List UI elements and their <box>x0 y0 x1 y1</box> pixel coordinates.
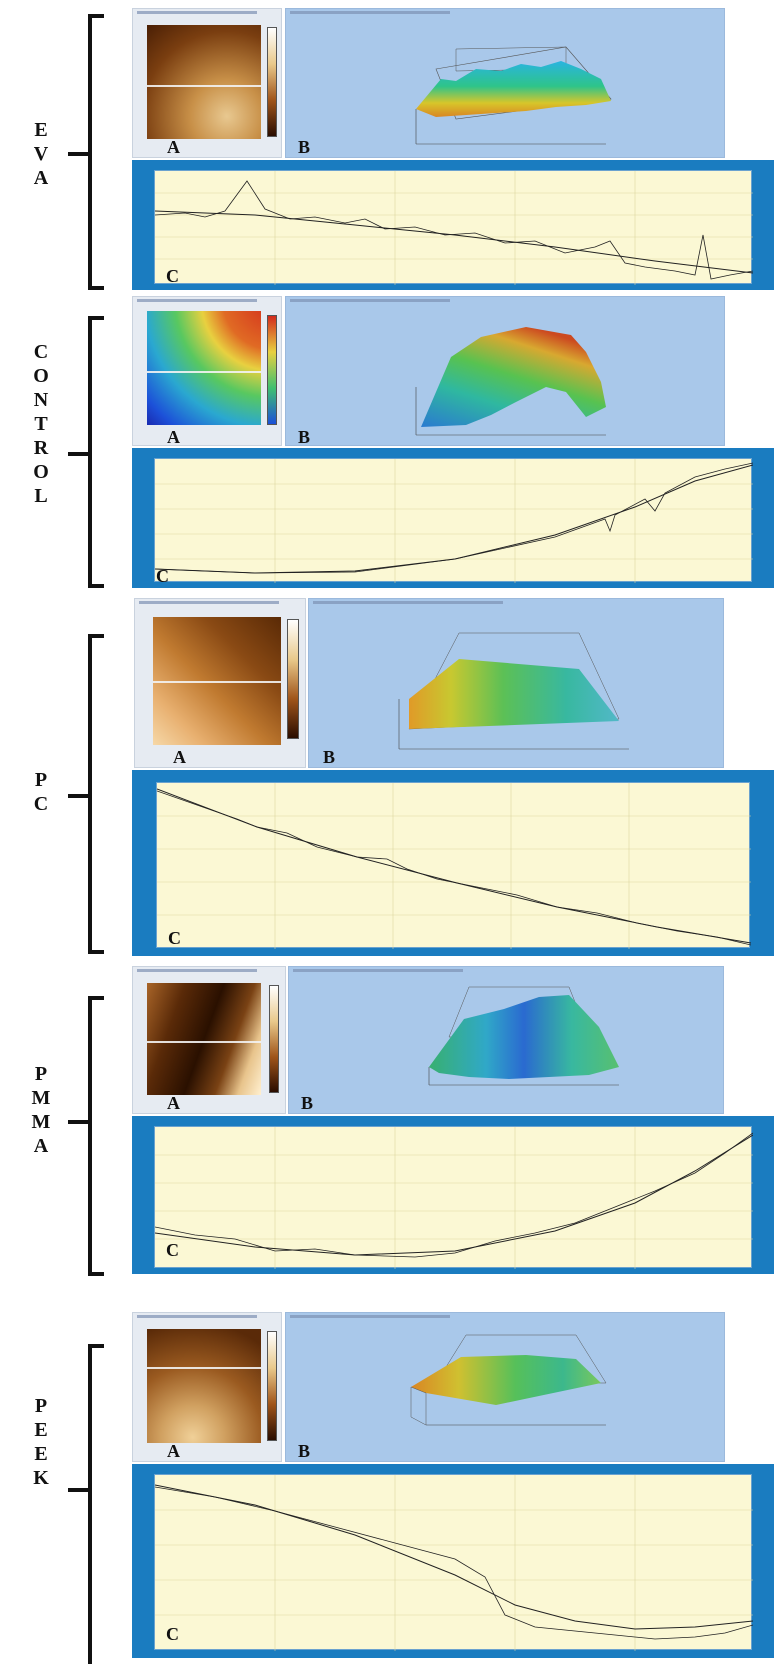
panel-letter-a: A <box>173 747 186 767</box>
afm-image <box>147 311 261 425</box>
panel-letter-b: B <box>298 427 311 447</box>
bracket-tick <box>68 152 90 156</box>
panel-letter-a: A <box>167 137 180 157</box>
color-scale-bar <box>267 27 277 137</box>
panel-letter-a: A <box>167 427 180 447</box>
panel-letter-a: A <box>167 1093 180 1113</box>
panel-letter-c: C <box>156 566 169 586</box>
surface-3d-plot <box>398 632 629 750</box>
afm-image <box>153 617 281 745</box>
afm-image <box>147 25 261 139</box>
panel-letter-c: C <box>168 928 181 948</box>
panel-letter-c: C <box>166 1240 179 1260</box>
profile-fit-line <box>155 210 753 274</box>
panel-letter-c: C <box>166 1624 179 1644</box>
panel-b-3d-surface: B <box>285 1312 725 1462</box>
panel-letter-b: B <box>323 747 336 767</box>
profile-data-line <box>155 462 753 574</box>
profile-data-line <box>155 1486 753 1640</box>
bracket <box>88 996 104 1276</box>
panel-c-line-profile: C <box>132 160 774 290</box>
bracket <box>88 1344 104 1664</box>
color-scale-bar <box>267 315 277 425</box>
panel-a-height-map: A <box>132 1312 282 1462</box>
color-scale-bar <box>267 1331 277 1441</box>
bracket-tick <box>68 1120 90 1124</box>
profile-fit-line <box>155 1134 753 1256</box>
panel-c-line-profile: C <box>132 1464 774 1658</box>
surface-3d-plot <box>415 327 606 436</box>
profile-data-line <box>157 790 751 946</box>
profile-data-line <box>155 180 753 280</box>
panel-c-line-profile: C <box>132 770 774 956</box>
panel-letter-b: B <box>301 1093 314 1113</box>
panel-a-height-map: A <box>132 296 282 447</box>
panel-b-3d-surface: B <box>288 966 724 1114</box>
profile-data-line <box>155 1132 753 1258</box>
surface-3d-plot <box>410 1334 607 1426</box>
afm-image <box>147 983 261 1095</box>
panel-a-height-map: A <box>132 966 286 1114</box>
profile-plot <box>155 1475 753 1651</box>
surface-3d-plot <box>428 986 619 1086</box>
panel-letter-b: B <box>298 1441 311 1461</box>
panel-c-line-profile: C <box>132 1116 774 1274</box>
panel-c-line-profile: C <box>132 448 774 588</box>
panel-a-height-map: A <box>132 8 282 158</box>
profile-plot <box>157 783 751 949</box>
afm-image <box>147 1329 261 1443</box>
color-scale-bar <box>269 985 279 1093</box>
bracket <box>88 634 104 954</box>
panel-letter-c: C <box>166 266 179 286</box>
bracket <box>88 316 104 588</box>
surface-3d-plot <box>415 46 612 145</box>
panel-b-3d-surface: B <box>308 598 724 768</box>
bracket-tick <box>68 1488 90 1492</box>
bracket-tick <box>68 452 90 456</box>
profile-plot <box>155 171 753 285</box>
color-scale-bar <box>287 619 299 739</box>
profile-plot <box>155 459 753 583</box>
profile-fit-line <box>157 788 751 944</box>
profile-fit-line <box>155 464 753 574</box>
panel-b-3d-surface: B <box>285 8 725 158</box>
panel-b-3d-surface: B <box>285 296 725 447</box>
profile-fit-line <box>155 1484 753 1630</box>
profile-plot <box>155 1127 753 1269</box>
bracket-tick <box>68 794 90 798</box>
panel-letter-a: A <box>167 1441 180 1461</box>
panel-letter-b: B <box>298 137 311 157</box>
bracket <box>88 14 104 290</box>
panel-a-height-map: A <box>134 598 306 768</box>
